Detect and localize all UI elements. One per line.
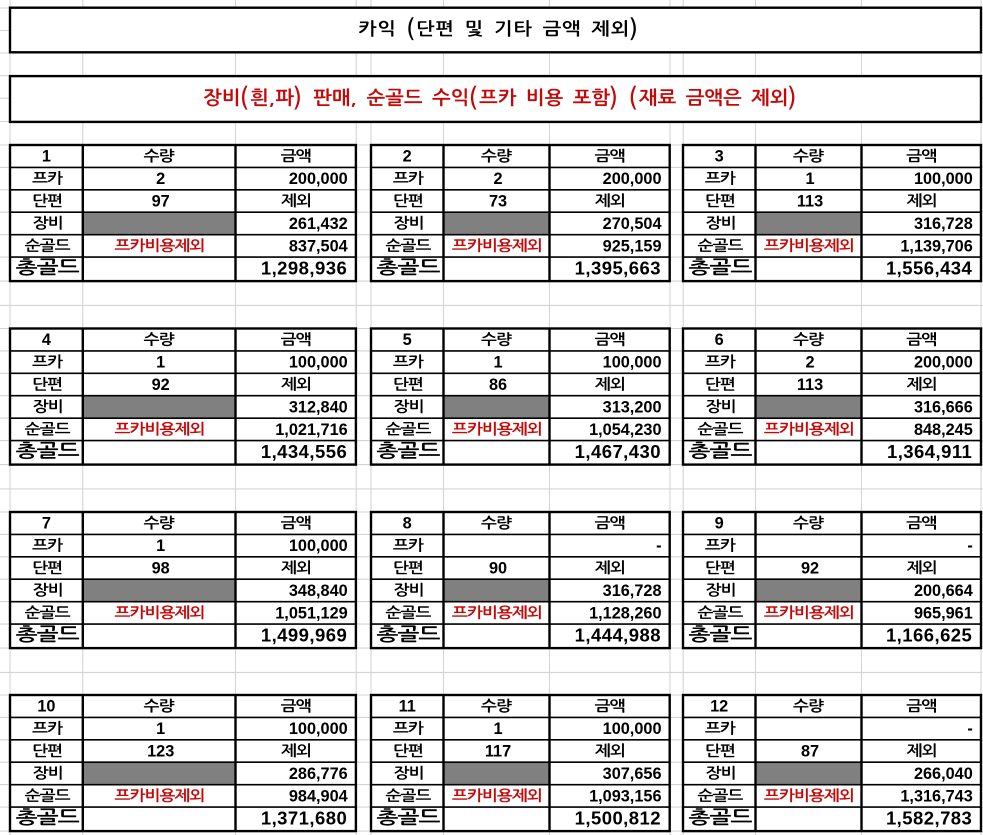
svg-text:-: - <box>656 537 661 555</box>
svg-text:1,556,434: 1,556,434 <box>886 257 973 278</box>
svg-text:1,444,988: 1,444,988 <box>575 624 661 645</box>
svg-text:200,000: 200,000 <box>914 354 973 372</box>
svg-text:1,298,936: 1,298,936 <box>261 257 347 278</box>
svg-text:1,051,129: 1,051,129 <box>275 604 347 622</box>
svg-text:316,728: 316,728 <box>914 215 973 233</box>
svg-text:100,000: 100,000 <box>603 720 662 738</box>
svg-text:1: 1 <box>493 354 502 372</box>
svg-text:100,000: 100,000 <box>289 537 348 555</box>
svg-text:313,200: 313,200 <box>603 398 662 416</box>
svg-text:6: 6 <box>715 331 724 349</box>
svg-text:-: - <box>967 720 972 738</box>
svg-text:113: 113 <box>797 376 823 394</box>
svg-text:1,371,680: 1,371,680 <box>261 807 347 828</box>
svg-text:270,504: 270,504 <box>603 215 662 233</box>
svg-text:1: 1 <box>156 354 165 372</box>
svg-text:286,776: 286,776 <box>289 765 348 783</box>
svg-text:965,961: 965,961 <box>914 604 973 622</box>
svg-text:86: 86 <box>489 376 507 394</box>
svg-text:92: 92 <box>801 559 819 577</box>
svg-text:848,245: 848,245 <box>914 421 973 439</box>
svg-text:100,000: 100,000 <box>914 170 973 188</box>
svg-text:9: 9 <box>715 515 724 533</box>
svg-text:1,499,969: 1,499,969 <box>261 624 347 645</box>
svg-text:984,904: 984,904 <box>289 787 348 805</box>
svg-text:7: 7 <box>42 515 51 533</box>
svg-text:73: 73 <box>489 192 507 210</box>
svg-text:1,434,556: 1,434,556 <box>261 441 347 462</box>
svg-text:4: 4 <box>42 331 51 349</box>
svg-text:1: 1 <box>156 720 165 738</box>
svg-text:-: - <box>967 537 972 555</box>
svg-text:1,467,430: 1,467,430 <box>575 441 661 462</box>
svg-text:348,840: 348,840 <box>289 582 348 600</box>
svg-text:100,000: 100,000 <box>289 354 348 372</box>
svg-text:2: 2 <box>493 170 502 188</box>
svg-text:8: 8 <box>403 515 412 533</box>
svg-text:10: 10 <box>37 698 55 716</box>
svg-text:1: 1 <box>42 148 51 166</box>
svg-text:92: 92 <box>152 376 170 394</box>
svg-text:100,000: 100,000 <box>289 720 348 738</box>
svg-text:1,093,156: 1,093,156 <box>589 787 661 805</box>
svg-text:1,582,783: 1,582,783 <box>886 807 972 828</box>
svg-text:3: 3 <box>715 148 724 166</box>
svg-text:90: 90 <box>489 559 507 577</box>
svg-text:1: 1 <box>805 170 814 188</box>
svg-text:1,054,230: 1,054,230 <box>589 421 661 439</box>
svg-text:261,432: 261,432 <box>289 215 348 233</box>
svg-text:97: 97 <box>152 192 170 210</box>
svg-text:1,139,706: 1,139,706 <box>900 237 972 255</box>
svg-text:2: 2 <box>805 354 814 372</box>
svg-text:316,666: 316,666 <box>914 398 973 416</box>
svg-text:1,364,911: 1,364,911 <box>887 441 972 462</box>
svg-text:200,000: 200,000 <box>289 170 348 188</box>
svg-text:5: 5 <box>403 331 412 349</box>
svg-text:2: 2 <box>156 170 165 188</box>
svg-text:307,656: 307,656 <box>603 765 662 783</box>
svg-text:12: 12 <box>710 698 728 716</box>
svg-text:266,040: 266,040 <box>914 765 973 783</box>
svg-text:200,000: 200,000 <box>603 170 662 188</box>
svg-text:100,000: 100,000 <box>603 354 662 372</box>
svg-text:837,504: 837,504 <box>289 237 348 255</box>
svg-text:11: 11 <box>399 698 416 716</box>
svg-text:925,159: 925,159 <box>603 237 662 255</box>
svg-text:113: 113 <box>797 192 823 210</box>
svg-text:1,128,260: 1,128,260 <box>589 604 661 622</box>
svg-text:1,166,625: 1,166,625 <box>886 624 972 645</box>
svg-text:200,664: 200,664 <box>914 582 973 600</box>
svg-text:1,395,663: 1,395,663 <box>575 257 661 278</box>
svg-text:1: 1 <box>156 537 165 555</box>
svg-text:316,728: 316,728 <box>603 582 662 600</box>
svg-text:117: 117 <box>485 742 511 760</box>
svg-text:98: 98 <box>152 559 170 577</box>
svg-text:2: 2 <box>403 148 412 166</box>
svg-text:1: 1 <box>493 720 502 738</box>
svg-text:123: 123 <box>147 742 174 760</box>
svg-text:1,500,812: 1,500,812 <box>575 807 661 828</box>
svg-text:312,840: 312,840 <box>289 398 348 416</box>
svg-text:1,021,716: 1,021,716 <box>275 421 347 439</box>
svg-text:87: 87 <box>801 742 819 760</box>
svg-text:1,316,743: 1,316,743 <box>900 787 972 805</box>
